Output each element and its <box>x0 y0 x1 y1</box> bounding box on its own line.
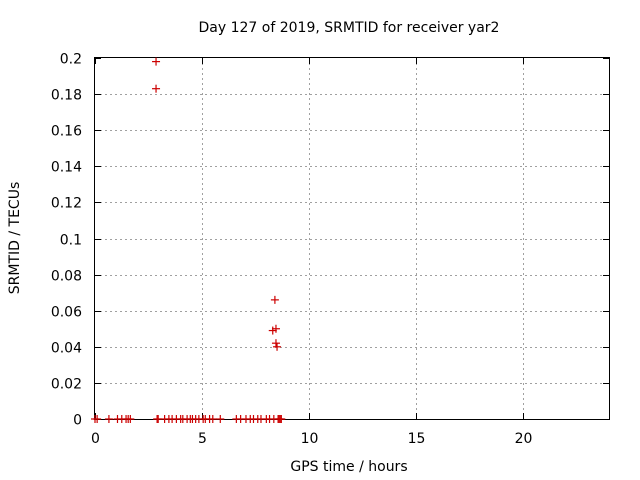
axis-ticks: 0 5 10 15 20 0 0.02 0.04 0.06 0.08 0.1 0.12 0.14 0.16… <box>51 52 609 447</box>
data-point <box>93 415 102 423</box>
data-point <box>271 339 280 348</box>
x-tick-label: 20 <box>515 431 533 447</box>
data-point <box>273 342 282 351</box>
y-axis-title: SRMTID / TECUs <box>7 182 23 295</box>
data-point <box>270 295 279 304</box>
y-tick-label: 0.08 <box>51 269 82 285</box>
data-point <box>152 84 161 93</box>
plot-frame <box>94 57 610 420</box>
x-tick-label: 5 <box>198 431 207 447</box>
data-points <box>91 57 286 423</box>
y-tick-label: 0.18 <box>51 88 82 104</box>
y-tick-label: 0.1 <box>60 233 82 249</box>
chart-title: Day 127 of 2019, SRMTID for receiver yar… <box>199 20 500 36</box>
data-point <box>277 415 286 423</box>
data-point <box>208 415 217 423</box>
x-axis-title: GPS time / hours <box>290 459 407 475</box>
data-point <box>126 415 135 423</box>
y-tick-label: 0.02 <box>51 377 82 393</box>
x-tick-label: 10 <box>301 431 319 447</box>
y-tick-label: 0.2 <box>60 52 82 68</box>
grid-lines <box>95 58 609 419</box>
y-tick-label: 0.14 <box>51 160 82 176</box>
y-tick-label: 0.04 <box>51 341 82 357</box>
y-tick-label: 0 <box>73 413 82 429</box>
data-point <box>216 415 225 423</box>
y-tick-label: 0.06 <box>51 305 82 321</box>
y-tick-label: 0.16 <box>51 124 82 140</box>
x-tick-label: 0 <box>91 431 100 447</box>
x-tick-label: 15 <box>408 431 426 447</box>
data-point <box>152 57 161 66</box>
data-point <box>271 324 280 333</box>
data-point <box>104 415 113 423</box>
y-tick-label: 0.12 <box>51 196 82 212</box>
